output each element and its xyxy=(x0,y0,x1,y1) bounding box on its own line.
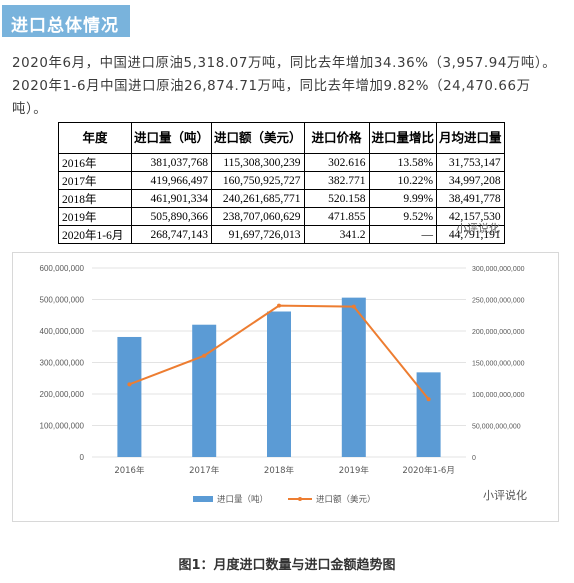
line-point xyxy=(277,303,281,308)
category-label: 2018年 xyxy=(264,465,295,476)
table-cell: 2019年 xyxy=(58,207,132,226)
category-label: 2020年1-6月 xyxy=(402,465,455,476)
left-axis-tick: 100,000,000 xyxy=(40,422,85,431)
right-axis-tick: 150,000,000,000 xyxy=(472,361,525,368)
section-header xyxy=(2,5,130,37)
line-point xyxy=(426,397,431,402)
table-cell: 31,753,147 xyxy=(436,153,505,172)
section-title: 进口总体情况 xyxy=(11,16,119,36)
line-point xyxy=(202,353,207,358)
table-cell: 268,747,143 xyxy=(130,225,213,244)
table-cell: 520.158 xyxy=(303,189,370,208)
table-cell: 34,997,208 xyxy=(436,171,505,190)
left-axis-tick: 400,000,000 xyxy=(40,327,85,336)
line-point xyxy=(127,382,132,387)
right-axis-tick: 300,000,000,000 xyxy=(472,266,525,273)
table-row: 2016年 381,037,768 115,308,300,239 302.616 13… xyxy=(58,153,505,172)
import-table: 年度 进口量（吨） 进口额（美元） 进口价格 进口量增比 月均进口量 2016年… xyxy=(58,122,505,244)
category-label: 2019年 xyxy=(339,465,370,476)
table-cell: 2018年 xyxy=(58,189,132,208)
table-cell: 302.616 xyxy=(303,153,370,172)
table-cell: 240,261,685,771 xyxy=(211,189,305,208)
right-axis-tick: 0 xyxy=(472,455,476,462)
col-year-header: 年度 xyxy=(58,122,132,154)
chart-panel: 0 100,000,000 200,000,000 300,000,000 400,00… xyxy=(12,252,559,522)
right-axis-tick: 100,000,000,000 xyxy=(472,392,525,399)
combo-chart: 0 100,000,000 200,000,000 300,000,000 400,00… xyxy=(40,264,528,505)
bar-import-volume xyxy=(267,311,291,457)
table-watermark: 小评说化 xyxy=(456,222,500,235)
bar-import-volume xyxy=(117,336,142,457)
line-point xyxy=(351,304,356,309)
table-cell: 160,750,925,727 xyxy=(211,171,305,190)
table-cell: 42,157,530 xyxy=(436,207,505,226)
table-row: 2019年 505,890,366 238,707,060,629 471.855 9.… xyxy=(58,207,505,226)
legend-label-value: 进口额（美元） xyxy=(316,494,376,505)
bar-import-volume xyxy=(341,297,366,457)
table-cell: 381,037,768 xyxy=(130,153,213,172)
legend-marker-value xyxy=(298,497,302,501)
left-axis-tick: 600,000,000 xyxy=(40,264,85,273)
table-cell: — xyxy=(368,225,438,244)
left-axis-tick: 300,000,000 xyxy=(40,359,85,368)
table-cell: 2016年 xyxy=(58,153,132,172)
right-axis-tick: 200,000,000,000 xyxy=(472,329,525,336)
col-volume-header: 进口量（吨） xyxy=(130,122,213,154)
bar-import-volume xyxy=(416,372,441,457)
col-value-header: 进口额（美元） xyxy=(211,122,305,154)
table-cell: 10.22% xyxy=(368,171,438,190)
table-cell: 2020年1-6月 xyxy=(58,225,132,244)
table-cell: 13.58% xyxy=(368,153,438,172)
col-monthly-header: 月均进口量 xyxy=(436,122,505,154)
col-price-header: 进口价格 xyxy=(303,122,370,154)
table-cell: 238,707,060,629 xyxy=(211,207,305,226)
table-cell: 341.2 xyxy=(303,225,370,244)
table-cell: 471.855 xyxy=(303,207,370,226)
category-label: 2016年 xyxy=(114,465,145,476)
left-axis-tick: 500,000,000 xyxy=(40,296,85,305)
table-row: 2017年 419,966,497 160,750,925,727 382.771 10… xyxy=(58,171,505,190)
right-axis-tick: 50,000,000,000 xyxy=(472,424,521,431)
intro-paragraph: 2020年6月，中国进口原油5,318.07万吨，同比去年增加34.36%（3,… xyxy=(12,56,557,117)
category-label: 2017年 xyxy=(189,465,220,476)
table-cell: 2017年 xyxy=(58,171,132,190)
legend-label-volume: 进口量（吨） xyxy=(217,494,268,505)
right-axis-tick: 250,000,000,000 xyxy=(472,298,525,305)
table-cell: 115,308,300,239 xyxy=(211,153,305,172)
table-cell: 505,890,366 xyxy=(130,207,213,226)
table-cell: 38,491,778 xyxy=(436,189,505,208)
table-header-row: 年度 进口量（吨） 进口额（美元） 进口价格 进口量增比 月均进口量 xyxy=(58,122,505,154)
legend-swatch-volume xyxy=(193,496,213,502)
table-cell: 9.99% xyxy=(368,189,438,208)
col-growth-header: 进口量增比 xyxy=(368,122,438,154)
chart-watermark: 小评说化 xyxy=(483,488,527,502)
table-cell: 382.771 xyxy=(303,171,370,190)
table-row: 2018年 461,901,334 240,261,685,771 520.158 9.… xyxy=(58,189,505,208)
table-cell: 91,697,726,013 xyxy=(211,225,305,244)
table-cell: 44,791,191 xyxy=(436,225,505,244)
table-row: 2020年1-6月 268,747,143 91,697,726,013 341.2—… xyxy=(58,225,505,244)
figure-caption: 图1：月度进口数量与进口金额趋势图 xyxy=(178,558,396,573)
left-axis-tick: 0 xyxy=(80,453,85,462)
table-cell: 461,901,334 xyxy=(130,189,213,208)
table-cell: 419,966,497 xyxy=(130,171,213,190)
table-cell: 9.52% xyxy=(368,207,438,226)
bar-import-volume xyxy=(192,324,217,457)
left-axis-tick: 200,000,000 xyxy=(40,390,85,399)
